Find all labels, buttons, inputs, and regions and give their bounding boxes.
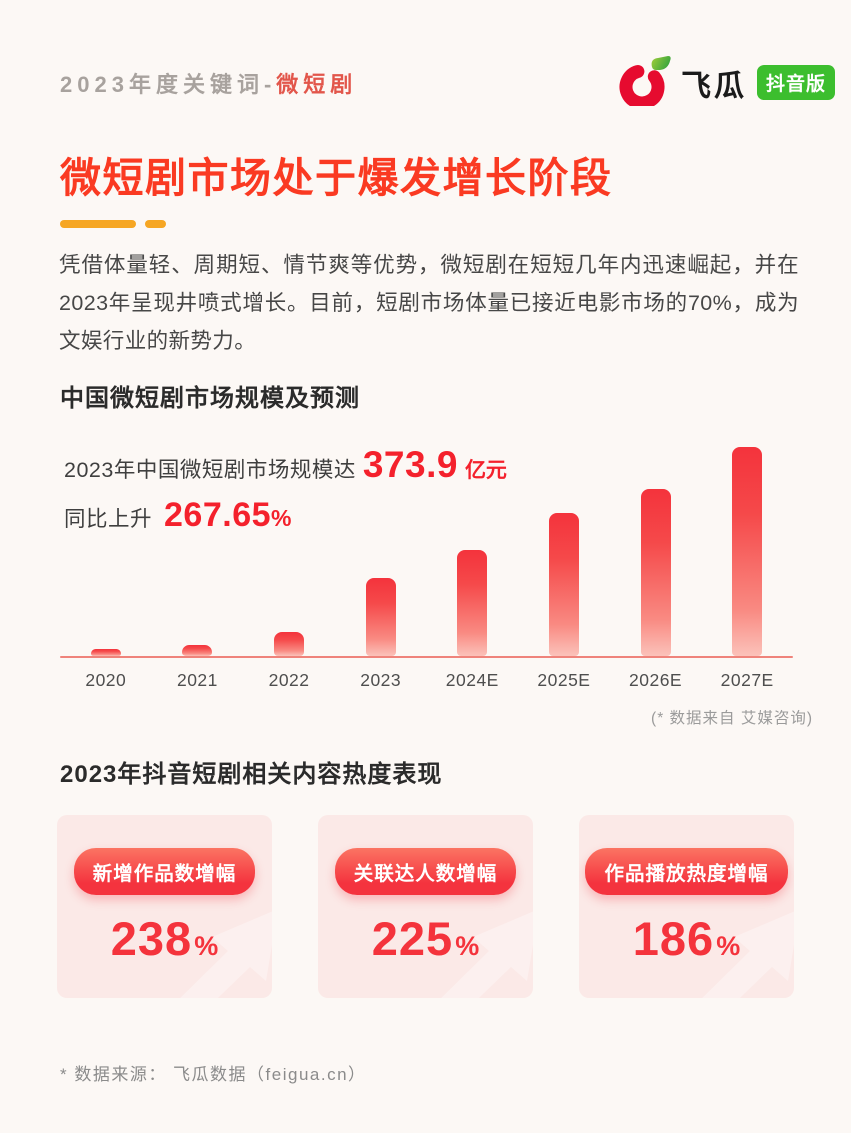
metric-card-linked-creators: 关联达人数增幅 225 % [318, 815, 533, 998]
keyword-highlight: 微短剧 [276, 71, 358, 97]
heat-section-heading: 2023年抖音短剧相关内容热度表现 [60, 761, 443, 788]
market-size-value: 373.9 [362, 444, 458, 485]
x-label: 2027E [720, 670, 774, 690]
x-label: 2023 [360, 670, 402, 690]
bar-2027e [732, 447, 763, 656]
data-source-footnote: * 数据来源： 飞瓜数据（feigua.cn） [60, 1065, 367, 1084]
market-size-unit: 亿元 [464, 459, 507, 482]
douyin-version-badge: 抖音版 [756, 65, 835, 100]
page-header: 2023年度关键词-微短剧 飞瓜 抖音版 [60, 54, 835, 111]
chart-x-axis-labels: 2020 2021 2022 2023 2024E 2025E 2026E 20… [60, 670, 793, 691]
metric-unit: % [194, 931, 219, 961]
metric-unit: % [716, 931, 741, 961]
keyword-header: 2023年度关键词-微短剧 [60, 67, 357, 99]
bar-2021 [182, 644, 213, 656]
metric-value: 225 [371, 912, 454, 965]
metric-card-play-heat: 作品播放热度增幅 186 % [579, 815, 794, 998]
x-label: 2026E [629, 670, 683, 690]
arrow-up-right-icon [166, 899, 272, 998]
feigua-logo-icon [615, 54, 671, 111]
metric-value: 186 [632, 912, 715, 965]
x-label: 2025E [537, 670, 591, 690]
bar-2023 [365, 578, 396, 656]
brand-logo: 飞瓜 抖音版 [615, 54, 835, 111]
chart-plot-area [60, 440, 793, 656]
market-section-heading: 中国微短剧市场规模及预测 [60, 385, 360, 412]
arrow-up-right-icon [427, 899, 533, 998]
bar-2026e [640, 489, 671, 656]
market-size-bar-chart: 2023年中国微短剧市场规模达 373.9 亿元 同比上升 267.65 % 2… [60, 440, 812, 728]
chart-source-note: (* 数据来自 艾媒咨询) [651, 710, 813, 727]
annotation-line2-prefix: 同比上升 [64, 507, 153, 531]
metric-unit: % [455, 931, 480, 961]
arrow-up-right-icon [688, 899, 794, 998]
x-label: 2024E [445, 670, 499, 690]
keyword-prefix: 2023年度关键词- [60, 71, 277, 97]
yoy-growth-value: 267.65 [164, 496, 272, 534]
intro-paragraph: 凭借体量轻、周期短、情节爽等优势，微短剧在短短几年内迅速崛起，并在2023年呈现… [59, 253, 799, 353]
x-label: 2022 [268, 670, 310, 690]
bar-2025e [548, 513, 579, 656]
annotation-line1-prefix: 2023年中国微短剧市场规模达 [64, 458, 356, 482]
x-label: 2020 [85, 670, 127, 690]
chart-baseline [60, 656, 793, 658]
heat-metric-cards: 新增作品数增幅 238 % 关联达人数增幅 225 % [57, 815, 794, 998]
bar-2020 [90, 649, 121, 656]
yoy-growth-unit: % [271, 505, 292, 531]
chart-annotation: 2023年中国微短剧市场规模达 373.9 亿元 同比上升 267.65 % [64, 444, 507, 535]
page-title: 微短剧市场处于爆发增长阶段 [60, 155, 613, 201]
brand-name: 飞瓜 [680, 69, 747, 103]
metric-label-badge: 关联达人数增幅 [334, 848, 517, 895]
metric-card-new-works: 新增作品数增幅 238 % [57, 815, 272, 998]
x-label: 2021 [176, 670, 218, 690]
metric-label-badge: 新增作品数增幅 [73, 848, 256, 895]
bar-2024e [457, 550, 488, 656]
metric-value: 238 [110, 912, 193, 965]
title-underline [60, 220, 166, 228]
bar-2022 [274, 632, 305, 656]
metric-label-badge: 作品播放热度增幅 [585, 848, 788, 895]
